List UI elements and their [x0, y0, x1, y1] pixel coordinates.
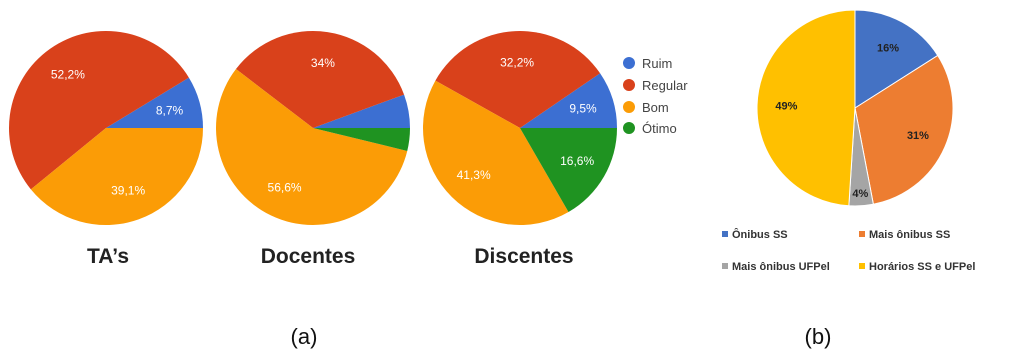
pie-slice-mais-onibus-ss — [854, 54, 954, 205]
data-label-onibus-ss: 16% — [877, 43, 899, 55]
pie-chart-transport: 16% 31% 4% 49% — [756, 9, 954, 207]
data-label-regular: 34% — [311, 56, 335, 70]
legend-item-otimo: Ótimo — [623, 121, 677, 136]
pie-chart-discentes: 9,5% 32,2% 41,3% 16,6% — [423, 30, 617, 225]
pie-slice-ruim — [106, 77, 203, 128]
data-label-bom: 41,3% — [457, 168, 491, 182]
caption-a: (a) — [291, 324, 318, 349]
data-label-bom: 56,6% — [268, 181, 302, 195]
pie-slice-otimo — [313, 128, 410, 151]
data-label-mais-onibus-ufpel: 4% — [852, 188, 868, 200]
data-label-regular: 32,2% — [500, 55, 534, 69]
legend-label-onibus-ss: Ônibus SS — [732, 228, 788, 241]
pie-slice-onibus-ss — [854, 9, 939, 109]
legend-swatch-regular — [623, 79, 635, 91]
legend-item-horarios: Horários SS e UFPel — [859, 261, 975, 273]
data-label-bom: 39,1% — [111, 183, 145, 197]
chart-title-discentes: Discentes — [474, 245, 573, 268]
data-label-ruim: 9,5% — [569, 102, 597, 116]
legend-swatch-onibus-ss — [722, 231, 728, 237]
legend-label-regular: Regular — [642, 78, 688, 93]
data-label-regular: 52,2% — [51, 67, 85, 81]
legend-item-regular: Regular — [623, 78, 688, 93]
data-label-ruim: 8,7% — [156, 103, 184, 117]
legend-swatch-mais-onibus-ss — [859, 231, 865, 237]
legend-item-onibus-ss: Ônibus SS — [722, 228, 788, 241]
pie-slice-regular — [235, 30, 405, 128]
legend-label-horarios: Horários SS e UFPel — [869, 261, 975, 273]
chart-title-docentes: Docentes — [261, 245, 356, 268]
pie-slice-ruim — [520, 73, 617, 128]
pie-slice-regular — [435, 30, 601, 128]
caption-b: (b) — [805, 324, 832, 349]
legend-label-mais-onibus-ufpel: Mais ônibus UFPel — [732, 261, 830, 273]
pie-slice-bom — [30, 128, 204, 225]
legend-item-bom: Bom — [623, 100, 669, 115]
pie-slice-regular — [8, 30, 189, 190]
pie-chart-docentes: 34% 56,6% — [215, 30, 410, 225]
legend-label-bom: Bom — [642, 100, 669, 115]
pie-slice-bom — [423, 80, 569, 225]
legend-item-mais-onibus-ss: Mais ônibus SS — [859, 229, 950, 241]
legend-swatch-mais-onibus-ufpel — [722, 263, 728, 269]
legend-swatch-ruim — [623, 57, 635, 69]
legend-swatch-otimo — [623, 122, 635, 134]
legend-label-mais-onibus-ss: Mais ônibus SS — [869, 229, 950, 241]
data-label-mais-onibus-ss: 31% — [907, 130, 929, 142]
legend-a: Ruim Regular Bom Ótimo — [623, 56, 688, 136]
pie-slice-ruim — [313, 94, 410, 128]
legend-label-ruim: Ruim — [642, 56, 672, 71]
legend-swatch-bom — [623, 101, 635, 113]
pie-slice-otimo — [520, 128, 617, 213]
legend-item-mais-onibus-ufpel: Mais ônibus UFPel — [722, 261, 830, 273]
pie-slice-horarios-ss-e-ufpel — [756, 9, 856, 207]
legend-swatch-horarios — [859, 263, 865, 269]
legend-item-ruim: Ruim — [623, 56, 672, 71]
legend-label-otimo: Ótimo — [642, 121, 677, 136]
chart-title-tas: TA’s — [87, 245, 129, 268]
pie-slice-bom — [215, 69, 408, 225]
legend-b: Ônibus SS Mais ônibus SS Mais ônibus UFP… — [722, 228, 975, 273]
data-label-horarios-ss-e-ufpel: 49% — [775, 101, 797, 113]
pie-chart-tas: 8,7% 52,2% 39,1% — [8, 30, 204, 225]
data-label-otimo: 16,6% — [560, 154, 594, 168]
